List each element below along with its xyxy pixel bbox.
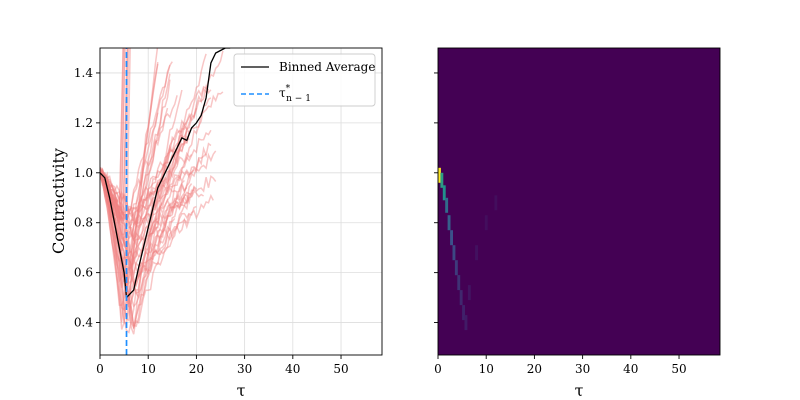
trajectory-line — [100, 151, 193, 226]
heatmap-cell — [447, 215, 451, 231]
trajectory-line — [100, 107, 198, 322]
trajectory-line — [100, 50, 224, 238]
trajectory-line — [100, 132, 190, 306]
right-x-axis-label: τ — [575, 381, 584, 400]
left-x-tick-label: 30 — [237, 362, 252, 376]
trajectory-line — [100, 153, 207, 286]
left-y-tick-label: 1.4 — [74, 66, 93, 80]
heatmap-cell — [452, 245, 456, 261]
left-y-tick-label: 1.2 — [74, 116, 93, 130]
trajectory-line — [100, 171, 195, 283]
trajectory-line — [100, 173, 197, 262]
right-x-tick-label: 20 — [527, 362, 542, 376]
left-y-tick-label: 1.0 — [74, 166, 93, 180]
trajectory-line — [100, 84, 212, 226]
left-x-tick-label: 50 — [333, 362, 348, 376]
trajectory-line — [100, 48, 131, 221]
trajectory-line — [100, 48, 159, 308]
left-x-tick-label: 20 — [189, 362, 204, 376]
left-x-tick-label: 0 — [96, 362, 104, 376]
legend-average-label: Binned Average — [279, 60, 375, 74]
right-axes-frame — [437, 47, 721, 356]
trajectory-line — [100, 135, 190, 261]
right-y-ticks — [434, 72, 438, 324]
left-y-tick-label: 0.6 — [74, 266, 93, 280]
trajectory-line — [100, 112, 159, 322]
trajectory-line — [100, 142, 212, 288]
left-y-tick-label: 0.4 — [74, 316, 93, 330]
trajectory-line — [100, 169, 176, 285]
trajectory-line — [100, 171, 188, 221]
trajectory-line — [100, 107, 169, 277]
heatmap-cell — [442, 185, 446, 201]
heatmap-cell — [475, 245, 478, 261]
trajectory-line — [100, 79, 171, 267]
left-series-layer — [100, 48, 231, 355]
legend-vline-sup: * — [286, 84, 291, 94]
trajectory-line — [100, 87, 210, 247]
right-x-tick-label: 40 — [623, 362, 638, 376]
legend-box — [233, 53, 376, 107]
trajectory-line — [100, 129, 212, 276]
trajectory-line — [100, 61, 159, 330]
left-y-tick-label: 0.8 — [74, 216, 93, 230]
heatmap-cell — [467, 285, 471, 301]
legend-vline-base: τ — [279, 86, 286, 100]
heatmap-cell — [464, 315, 468, 331]
trajectory-line — [100, 150, 217, 214]
trajectory-line — [100, 61, 173, 242]
trajectory-line — [100, 73, 171, 326]
heatmap-cell — [484, 215, 488, 231]
right-x-tick-label: 30 — [575, 362, 590, 376]
trajectory-line — [100, 169, 197, 308]
left-chart: 0 10 20 30 40 50 0.4 0.6 0.8 1.0 1.2 1.4 τ Contrac… — [49, 47, 383, 400]
heatmap-cell — [438, 167, 441, 183]
trajectory-line — [100, 48, 124, 222]
trajectory-line — [100, 134, 183, 327]
right-chart: 0 10 20 30 40 50 τ — [434, 47, 721, 400]
left-x-axis-label: τ — [237, 381, 246, 400]
trajectory-line — [100, 130, 188, 334]
right-x-ticks: 0 10 20 30 40 50 — [434, 355, 687, 376]
left-x-tick-label: 40 — [285, 362, 300, 376]
trajectory-line — [100, 48, 129, 220]
heatmap-cell — [494, 195, 498, 211]
heatmap-cells — [438, 167, 498, 331]
trajectory-line — [100, 65, 171, 283]
trajectory-line — [100, 168, 195, 248]
trajectory-line — [100, 125, 190, 240]
right-x-tick-label: 50 — [671, 362, 686, 376]
trajectory-line — [100, 166, 214, 279]
left-y-axis-label: Contractivity — [49, 148, 68, 254]
trajectory-line — [100, 48, 126, 220]
trajectory-line — [100, 173, 217, 243]
heatmap-cell — [462, 305, 465, 321]
heatmap-cell — [445, 197, 449, 213]
heatmap-cell — [454, 260, 458, 276]
binned-average-line — [100, 48, 231, 300]
heatmap-cell — [457, 275, 461, 291]
trajectory-line — [100, 48, 126, 222]
left-axes-frame — [99, 47, 383, 356]
right-x-tick-label: 0 — [434, 362, 442, 376]
heatmap-cell — [450, 230, 453, 246]
trajectory-line — [100, 172, 159, 288]
trajectory-line — [100, 172, 190, 312]
legend: Binned Average τ* n − 1 — [233, 53, 376, 107]
trajectory-line — [100, 168, 193, 295]
trajectory-line — [100, 95, 178, 236]
left-x-tick-label: 10 — [141, 362, 156, 376]
heatmap-cell — [440, 172, 444, 188]
legend-vline-label: τ* n − 1 — [279, 84, 311, 104]
heatmap-cell — [459, 290, 463, 306]
left-x-ticks: 0 10 20 30 40 50 — [96, 355, 349, 376]
trajectory-line — [100, 53, 207, 299]
trajectory-line — [100, 89, 183, 329]
right-x-tick-label: 10 — [479, 362, 494, 376]
heatmap-background — [438, 48, 720, 355]
legend-vline-sub: n − 1 — [286, 94, 311, 104]
left-y-ticks: 0.4 0.6 0.8 1.0 1.2 1.4 — [74, 66, 100, 330]
